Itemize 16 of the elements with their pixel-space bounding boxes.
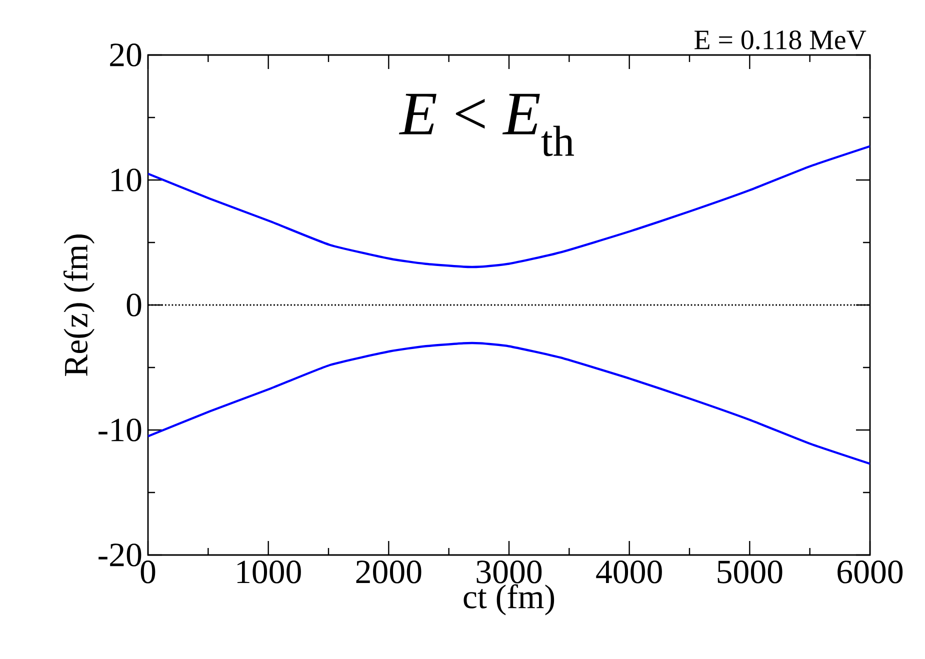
chart-title: E = 0.118 MeV [694,30,866,50]
x-tick-label: 0 [140,560,156,584]
y-tick-label: 0 [126,294,142,316]
y-tick-label: 20 [110,44,142,66]
x-axis-title: ct (fm) [464,584,554,616]
y-axis-title: Re(z) (fm) [63,234,94,376]
y-tick-label: -10 [98,418,142,442]
x-tick-label: 2000 [356,560,422,584]
y-tick-label: 10 [112,168,142,192]
y-tick-label: -20 [98,544,142,566]
x-tick-label: 4000 [596,560,662,584]
x-tick-label: 5000 [718,560,782,584]
annotation: E < E$_{th}$ [398,94,574,156]
x-tick-label: 6000 [838,560,903,584]
x-tick-label: 3000 [476,560,542,584]
x-tick-label: 1000 [237,560,301,584]
